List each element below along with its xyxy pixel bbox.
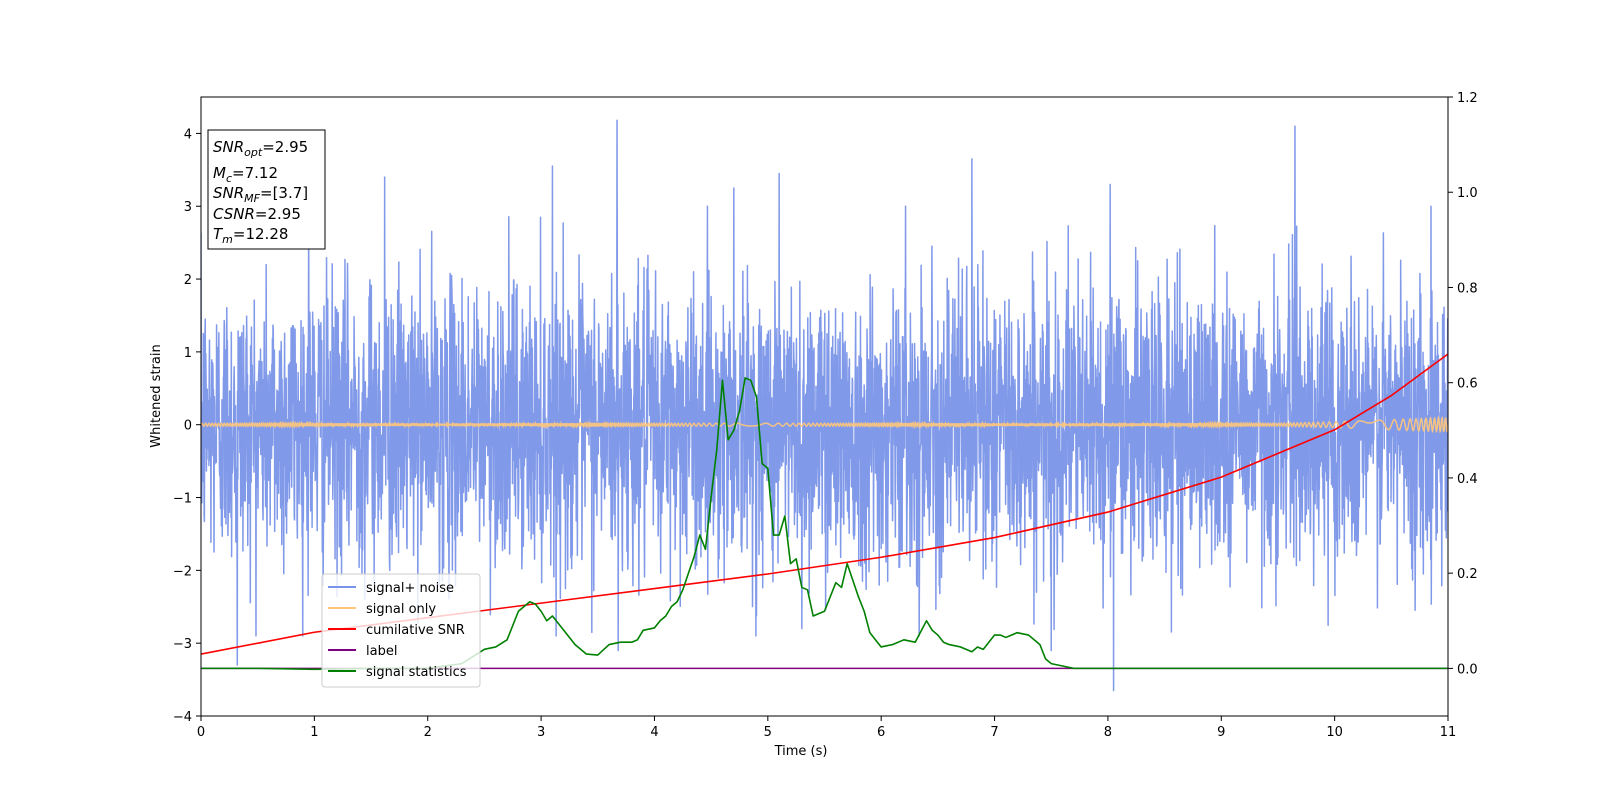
x-tick-label: 9 (1217, 725, 1225, 740)
info-line: Mc=7.12 (213, 164, 278, 185)
info-line: SNRopt=2.95 (213, 138, 308, 159)
y2-tick-label: 0.4 (1457, 472, 1478, 487)
x-tick-label: 6 (877, 725, 885, 740)
x-tick-label: 10 (1326, 725, 1343, 740)
y2-tick-label: 1.0 (1457, 186, 1478, 201)
y-tick-label: −1 (173, 492, 192, 507)
axes-frame (200, 96, 1449, 717)
y-tick-label: 0 (184, 419, 192, 434)
info-box-frame (207, 129, 326, 250)
info-line: Tm=12.28 (213, 225, 288, 246)
legend-label: cumilative SNR (366, 623, 465, 638)
info-line: CSNR=2.95 (213, 205, 301, 223)
y-tick-label: 4 (184, 127, 192, 142)
x-tick-label: 0 (197, 725, 205, 740)
x-axis-title: Time (s) (774, 744, 828, 759)
x-tick-label: 5 (764, 725, 772, 740)
info-line: SNRMF=[3.7] (213, 184, 308, 205)
y2-tick-label: 0.6 (1457, 377, 1478, 392)
y-axis-title: Whitened strain (149, 344, 164, 447)
y2-tick-label: 1.2 (1457, 91, 1478, 106)
legend: signal+ noise signal only cumilative SNR la… (321, 573, 481, 688)
x-tick-label: 8 (1104, 725, 1112, 740)
legend-label: signal+ noise (366, 581, 454, 596)
y2-tick-label: 0.2 (1457, 567, 1478, 582)
y-tick-label: −3 (173, 637, 192, 652)
x-tick-label: 1 (310, 725, 318, 740)
y-tick-label: 2 (184, 273, 192, 288)
x-tick-label: 7 (990, 725, 998, 740)
legend-label: label (366, 644, 397, 659)
legend-box (321, 573, 481, 688)
x-tick-label: 4 (650, 725, 658, 740)
y2-tick-label: 0.8 (1457, 281, 1478, 296)
y-tick-label: −4 (173, 710, 192, 725)
series-signal-only-line (201, 414, 1448, 434)
x-tick-label: 2 (424, 725, 432, 740)
legend-label: signal statistics (366, 665, 467, 680)
y-tick-label: 3 (184, 200, 192, 215)
legend-label: signal only (366, 602, 436, 617)
y2-tick-label: 0.0 (1457, 662, 1478, 677)
axes-layer: 0 1 2 3 4 5 6 7 8 9 10 11 −4 −3 −2 −1 0 1 2 3 4 0.0 0.2 0.4 0.6 0… (173, 91, 1478, 740)
x-tick-label: 3 (537, 725, 545, 740)
series-signal-statistics-line (201, 377, 1448, 671)
x-tick-label: 11 (1440, 725, 1457, 740)
y-tick-label: 1 (184, 346, 192, 361)
y-tick-label: −2 (173, 564, 192, 579)
